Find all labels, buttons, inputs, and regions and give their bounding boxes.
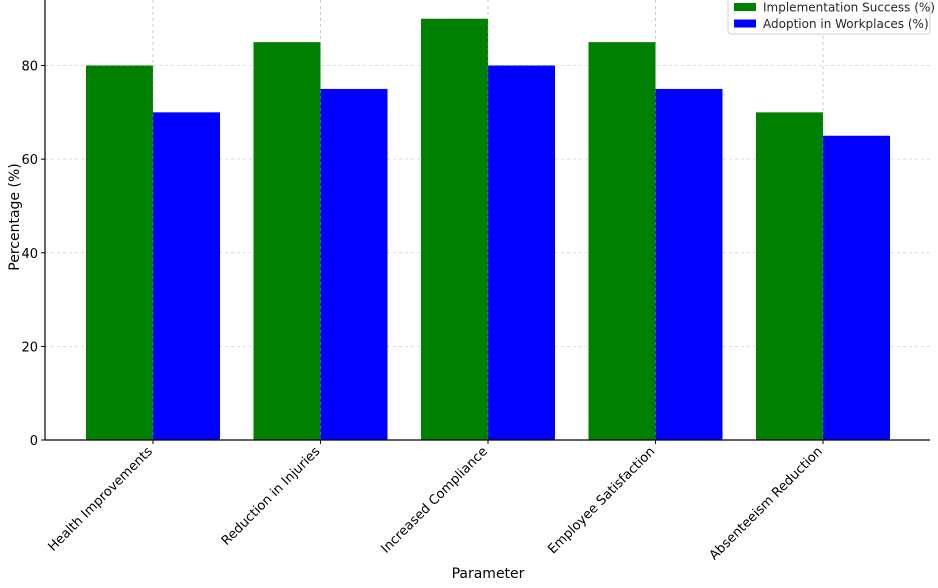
bar-implementation-success [86, 65, 153, 440]
y-axis-title: Percentage (%) [7, 163, 23, 270]
bar-implementation-success [588, 42, 656, 441]
bar-adoption-in-workplaces [488, 65, 555, 440]
axes [41, 0, 930, 444]
x-axis-title: Parameter [452, 566, 525, 582]
bar-implementation-success [421, 18, 488, 441]
y-tick-label: 0 [30, 434, 38, 449]
y-tick-label: 40 [21, 247, 38, 262]
legend-swatch [734, 3, 756, 11]
x-tick-label: Absenteeism Reduction [707, 444, 826, 563]
bars [86, 0, 890, 441]
bar-implementation-success [756, 112, 823, 440]
y-tick-label: 60 [21, 153, 38, 168]
legend-box [727, 0, 931, 35]
x-tick-label: Health Improvements [45, 444, 156, 555]
legend-label: Implementation Success (%) [763, 1, 935, 15]
bar-implementation-success [253, 42, 321, 441]
y-tick-label: 20 [21, 340, 38, 355]
bar-adoption-in-workplaces [655, 88, 723, 441]
bar-adoption-in-workplaces [320, 88, 388, 441]
x-tick-label: Reduction in Injuries [219, 444, 324, 549]
legend: Implementation Success (%) Adoption in Wo… [727, 0, 935, 35]
bar-adoption-in-workplaces [823, 135, 890, 440]
y-tick-label: 80 [21, 60, 38, 75]
bar-adoption-in-workplaces [153, 112, 220, 440]
x-tick-label: Increased Compliance [378, 444, 490, 556]
legend-label: Adoption in Workplaces (%) [763, 17, 929, 31]
x-tick-label: Employee Satisfaction [545, 444, 658, 557]
legend-swatch [734, 19, 756, 28]
